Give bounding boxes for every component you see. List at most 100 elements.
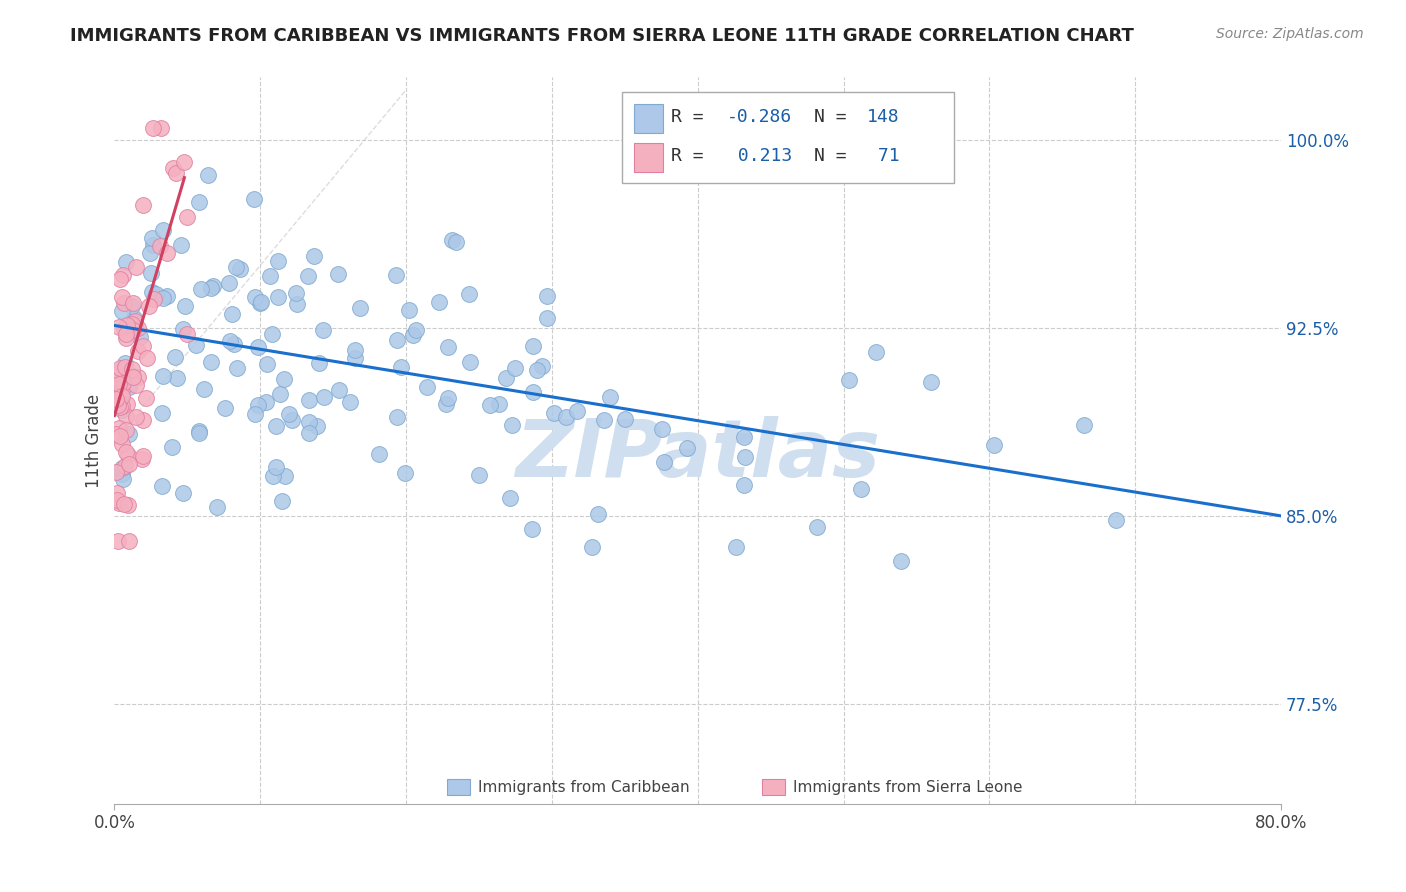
Point (112, 268, 135, 282)
Text: IMMIGRANTS FROM CARIBBEAN VS IMMIGRANTS FROM SIERRA LEONE 11TH GRADE CORRELATION: IMMIGRANTS FROM CARIBBEAN VS IMMIGRANTS … (70, 27, 1135, 45)
Point (298, 392, 321, 407)
Point (118, 533, 141, 548)
Point (107, 486, 129, 500)
Point (467, 467, 489, 482)
Point (108, 376, 131, 391)
Point (187, 426, 209, 441)
Point (160, 440, 183, 454)
Point (118, 427, 141, 442)
Point (132, 413, 155, 427)
Point (543, 406, 565, 420)
Point (262, 469, 284, 483)
Point (104, 376, 127, 390)
Point (266, 253, 288, 268)
Point (458, 354, 481, 368)
Point (111, 437, 134, 451)
Point (118, 457, 141, 471)
Point (269, 386, 291, 401)
Point (384, 268, 406, 282)
Point (271, 494, 294, 508)
Text: 148: 148 (868, 109, 900, 127)
Point (536, 310, 558, 325)
Point (367, 447, 389, 461)
Text: R =: R = (671, 109, 714, 127)
Point (200, 355, 222, 369)
Point (149, 120, 172, 135)
Point (188, 424, 211, 438)
Text: R =: R = (671, 147, 714, 165)
Point (581, 540, 603, 554)
Point (249, 295, 271, 310)
Point (176, 210, 198, 224)
Point (219, 334, 242, 349)
Point (207, 500, 229, 514)
Point (849, 482, 872, 496)
Point (266, 290, 288, 304)
Point (280, 413, 302, 427)
Point (150, 406, 173, 420)
Point (105, 392, 128, 407)
Point (458, 287, 481, 301)
Point (733, 430, 755, 444)
Point (676, 441, 699, 455)
Point (437, 392, 460, 406)
Point (104, 426, 127, 441)
Point (243, 290, 266, 304)
Point (555, 409, 578, 424)
Point (734, 450, 756, 465)
Point (131, 451, 153, 466)
Point (121, 370, 143, 384)
Point (111, 403, 134, 417)
Point (114, 356, 136, 370)
Point (111, 461, 134, 475)
Point (132, 339, 155, 353)
Point (111, 389, 134, 403)
Point (115, 255, 138, 269)
Point (865, 345, 887, 359)
Point (150, 479, 173, 493)
Point (221, 308, 243, 322)
Point (163, 350, 186, 364)
Point (503, 361, 526, 376)
Text: Source: ZipAtlas.com: Source: ZipAtlas.com (1216, 27, 1364, 41)
Point (278, 407, 301, 421)
Point (141, 230, 163, 244)
Point (128, 330, 150, 344)
Point (114, 331, 136, 345)
Point (115, 397, 138, 411)
Point (176, 326, 198, 341)
Point (225, 260, 247, 274)
Point (111, 304, 134, 318)
Point (108, 319, 131, 334)
Point (105, 466, 128, 480)
Point (273, 371, 295, 385)
Point (122, 296, 145, 310)
Point (312, 390, 335, 404)
Point (141, 285, 163, 299)
Point (122, 311, 145, 326)
Point (214, 401, 236, 416)
Text: 0.213: 0.213 (727, 147, 792, 165)
Point (112, 296, 135, 310)
Point (434, 396, 457, 410)
Point (111, 376, 134, 390)
Text: N =: N = (814, 147, 858, 165)
Point (121, 362, 143, 376)
Point (344, 351, 367, 365)
Point (501, 417, 523, 432)
Point (983, 438, 1005, 452)
Point (285, 297, 308, 311)
Point (156, 289, 179, 303)
Point (197, 169, 219, 183)
Point (121, 323, 143, 337)
Point (190, 282, 212, 296)
Point (141, 266, 163, 280)
Point (266, 460, 288, 475)
Point (1105, 513, 1128, 527)
Point (105, 366, 128, 380)
Y-axis label: 11th Grade: 11th Grade (86, 393, 103, 488)
Point (108, 429, 131, 443)
Point (440, 234, 463, 248)
Point (405, 323, 427, 337)
Point (165, 166, 187, 180)
